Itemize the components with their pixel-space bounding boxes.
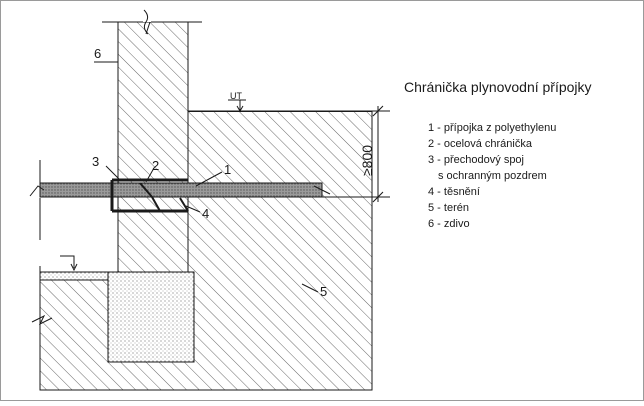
dim-tick-top: [372, 105, 384, 117]
legend-item-2: 2 - ocelová chránička: [428, 138, 533, 150]
callout-3: 3: [92, 154, 99, 169]
steel-sleeve: [112, 178, 188, 213]
level-label: UT: [230, 91, 242, 101]
diagram-title: Chránička plynovodní přípojky: [404, 79, 592, 95]
wall-break-squiggle: [143, 9, 149, 35]
pipe-break-right: [313, 185, 331, 195]
foundation-footing: [107, 271, 195, 363]
wall-masonry: [117, 21, 189, 273]
callout-4: 4: [202, 206, 209, 221]
legend: 1 - přípojka z polyethylenu 2 - ocelová …: [428, 122, 556, 230]
level-arrowhead: [236, 105, 244, 112]
legend-item-5: 5 - terén: [428, 202, 469, 214]
callout-2: 2: [152, 158, 159, 173]
legend-item-6: 6 - zdivo: [428, 218, 470, 230]
legend-item-3-cont: s ochranným pozdrem: [438, 170, 547, 182]
callout-5: 5: [320, 284, 327, 299]
legend-item-3: 3 - přechodový spoj: [428, 154, 524, 166]
legend-item-4: 4 - těsnění: [428, 186, 480, 198]
leader-2: [145, 167, 155, 183]
gas-pipe: [39, 182, 323, 198]
seal: [179, 197, 189, 212]
floor-level-arrowhead: [70, 263, 78, 272]
dimension-label: ≥800: [359, 145, 375, 176]
floor-level-marker: [60, 255, 75, 268]
legend-item-1: 1 - přípojka z polyethylenu: [428, 122, 556, 134]
dim-tick-bottom: [372, 191, 384, 203]
ground-surface-line: [188, 111, 372, 112]
leader-1: [195, 171, 223, 187]
transition-joint: [139, 182, 161, 212]
callout-1: 1: [224, 162, 231, 177]
leader-4: [185, 205, 201, 213]
floor-slab: [39, 271, 109, 281]
callout-6: 6: [94, 46, 101, 61]
leader-3: [105, 165, 121, 181]
left-break-mark: [31, 314, 53, 326]
leader-5: [301, 283, 319, 293]
soil-region: [39, 110, 373, 391]
pipe-break-left: [29, 185, 45, 197]
